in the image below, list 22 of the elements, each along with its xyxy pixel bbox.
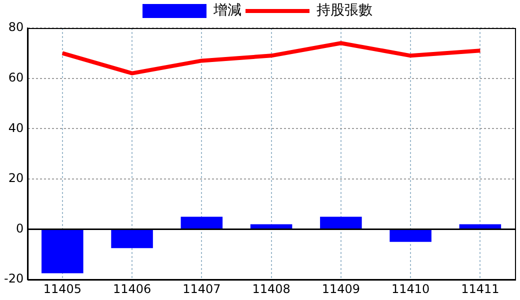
bar — [459, 224, 502, 229]
y-tick-label: 0 — [16, 221, 24, 236]
bar — [111, 230, 153, 248]
bar — [180, 216, 223, 229]
bar — [42, 230, 84, 274]
y-tick-label: -20 — [4, 272, 24, 286]
legend-label: 持股張數 — [316, 2, 372, 19]
x-tick-label: 11409 — [322, 282, 360, 296]
x-tick-label: 11407 — [182, 282, 221, 296]
y-tick-label: 80 — [8, 20, 24, 34]
bar — [250, 224, 292, 229]
bar — [390, 230, 432, 242]
x-tick-label: 11408 — [252, 282, 290, 296]
x-tick-label: 11406 — [112, 282, 152, 296]
x-tick-label: 11405 — [43, 282, 82, 296]
legend-label: 增減 — [212, 2, 242, 19]
y-tick-label: 40 — [8, 120, 24, 135]
bar — [320, 216, 362, 229]
y-tick-label: 20 — [8, 171, 24, 186]
x-tick-label: 11411 — [461, 282, 500, 296]
y-tick-label: 60 — [8, 70, 24, 84]
x-tick-label: 11410 — [391, 282, 430, 296]
